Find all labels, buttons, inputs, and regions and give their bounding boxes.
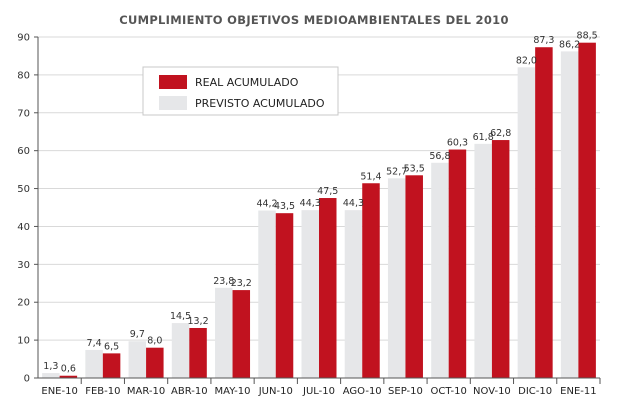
y-tick-label: 30 [17, 260, 30, 271]
x-tick-label: MAY-10 [215, 386, 251, 397]
y-tick-label: 50 [17, 184, 30, 195]
bar-previsto [474, 143, 492, 378]
bar-previsto [258, 210, 276, 378]
legend-swatch [159, 96, 187, 110]
x-tick-label: NOV-10 [473, 386, 511, 397]
data-label-previsto: 9,7 [130, 329, 145, 340]
bar-previsto [128, 341, 147, 378]
y-tick-label: 60 [17, 146, 30, 157]
data-label-real: 88,5 [577, 31, 598, 42]
data-label-real: 51,4 [360, 171, 381, 182]
data-label-previsto: 1,3 [43, 361, 58, 372]
x-tick-label: OCT-10 [430, 386, 466, 397]
y-tick-label: 90 [17, 33, 30, 44]
y-tick-label: 80 [17, 70, 30, 81]
bar-previsto [215, 287, 233, 378]
x-tick-label: MAR-10 [127, 386, 165, 397]
y-tick-label: 70 [17, 108, 30, 119]
data-label-real: 87,3 [533, 35, 554, 46]
bar-real [535, 47, 553, 378]
bar-previsto [301, 210, 319, 378]
x-tick-label: FEB-10 [85, 386, 120, 397]
bars [42, 42, 596, 379]
y-tick-label: 40 [17, 222, 30, 233]
data-label-real: 53,5 [404, 163, 425, 174]
bar-real [189, 327, 207, 378]
bar-real [146, 347, 164, 378]
bar-previsto [517, 67, 536, 379]
data-label-real: 8,0 [147, 336, 162, 347]
y-tick-label: 10 [17, 336, 30, 347]
legend-swatch [159, 75, 187, 89]
x-tick-label: JUN-10 [258, 386, 293, 397]
data-label-previsto: 14,5 [170, 311, 191, 322]
y-tick-label: 0 [24, 374, 30, 385]
bar-real [578, 42, 596, 378]
bar-previsto [171, 323, 190, 378]
data-label-previsto: 52,7 [386, 166, 407, 177]
bar-real [448, 149, 467, 378]
x-tick-label: SEP-10 [388, 386, 423, 397]
bar-previsto [85, 349, 103, 378]
legend: REAL ACUMULADO PREVISTO ACUMULADO [142, 66, 339, 116]
data-label-previsto: 44,2 [256, 199, 277, 210]
bar-real [362, 183, 380, 378]
data-label-previsto: 7,4 [87, 338, 102, 349]
data-label-previsto: 56,8 [429, 151, 450, 162]
data-label-real: 0,6 [61, 364, 76, 375]
data-label-real: 62,8 [490, 128, 511, 139]
bar-real [102, 353, 121, 378]
data-label-previsto: 61,8 [473, 132, 494, 143]
data-label-real: 43,5 [274, 201, 295, 212]
x-tick-label: JUL-10 [302, 386, 335, 397]
bar-real [491, 140, 510, 378]
legend-label: PREVISTO ACUMULADO [195, 97, 325, 110]
bar-real [405, 175, 423, 378]
data-label-previsto: 23,8 [213, 276, 234, 287]
x-tick-label: ENE-11 [560, 386, 596, 397]
data-label-real: 60,3 [447, 138, 468, 149]
data-label-previsto: 86,2 [559, 39, 580, 50]
data-label-real: 23,2 [231, 278, 252, 289]
bar-real [232, 290, 251, 378]
legend-label: REAL ACUMULADO [195, 76, 299, 89]
y-tick-label: 20 [17, 298, 30, 309]
bar-previsto [387, 178, 406, 378]
gridlines [38, 36, 600, 341]
data-label-previsto: 44,3 [343, 198, 364, 209]
data-label-previsto: 82,0 [516, 55, 537, 66]
bar-previsto [42, 373, 60, 378]
data-label-previsto: 44,3 [300, 198, 321, 209]
data-label-real: 6,5 [104, 341, 119, 352]
bar-previsto [560, 51, 579, 379]
x-tick-label: DIC-10 [518, 386, 552, 397]
x-tick-label: ABR-10 [171, 386, 208, 397]
bar-real [59, 375, 78, 378]
axes: 0 10 20 30 40 50 60 70 80 90 ENE-10 FEB-10 MAR-10 ABR… [17, 33, 601, 397]
bar-previsto [431, 162, 449, 378]
bar-real [319, 198, 337, 378]
data-labels: 1,3 0,6 7,4 6,5 9,78,0 14,513,2 23,823,2 44,243… [43, 31, 597, 375]
data-label-real: 47,5 [317, 186, 338, 197]
bar-real [275, 213, 294, 378]
bar-previsto [344, 210, 363, 378]
x-tick-label: ENE-10 [41, 386, 77, 397]
data-label-real: 13,2 [187, 316, 208, 327]
chart-title: CUMPLIMIENTO OBJETIVOS MEDIOAMBIENTALES … [119, 13, 509, 27]
x-tick-label: AGO-10 [343, 386, 382, 397]
